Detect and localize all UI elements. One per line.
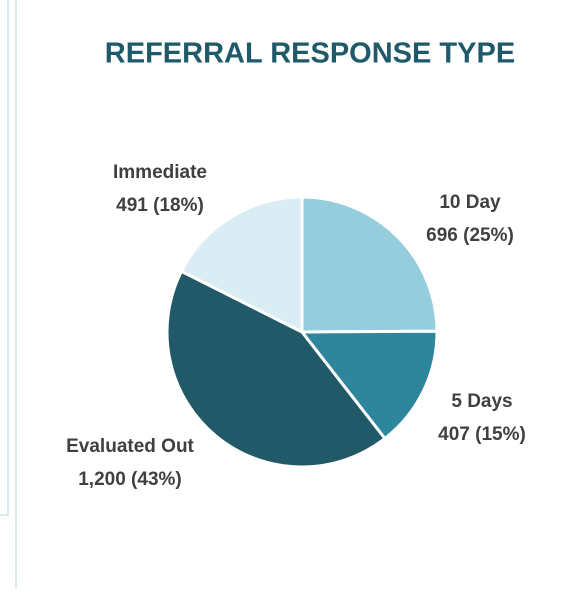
slice-category: Immediate xyxy=(113,162,207,183)
pie-slice xyxy=(179,195,304,334)
slice-category: 5 Days xyxy=(451,391,512,412)
side-panel xyxy=(0,0,9,516)
slice-category: Evaluated Out xyxy=(66,436,194,457)
slice-value-label: 1,200 (43%) xyxy=(78,469,182,490)
slice-category: 10 Day xyxy=(439,192,501,213)
slice-value-label: 491 (18%) xyxy=(116,195,204,216)
slice-value-label: 696 (25%) xyxy=(426,225,514,246)
slice-value-label: 407 (15%) xyxy=(438,424,526,445)
pie xyxy=(165,195,439,469)
chart-title: REFERRAL RESPONSE TYPE xyxy=(105,38,515,70)
pie-slice xyxy=(165,269,387,469)
pie-slice xyxy=(300,329,439,441)
pie-slice xyxy=(300,195,439,334)
